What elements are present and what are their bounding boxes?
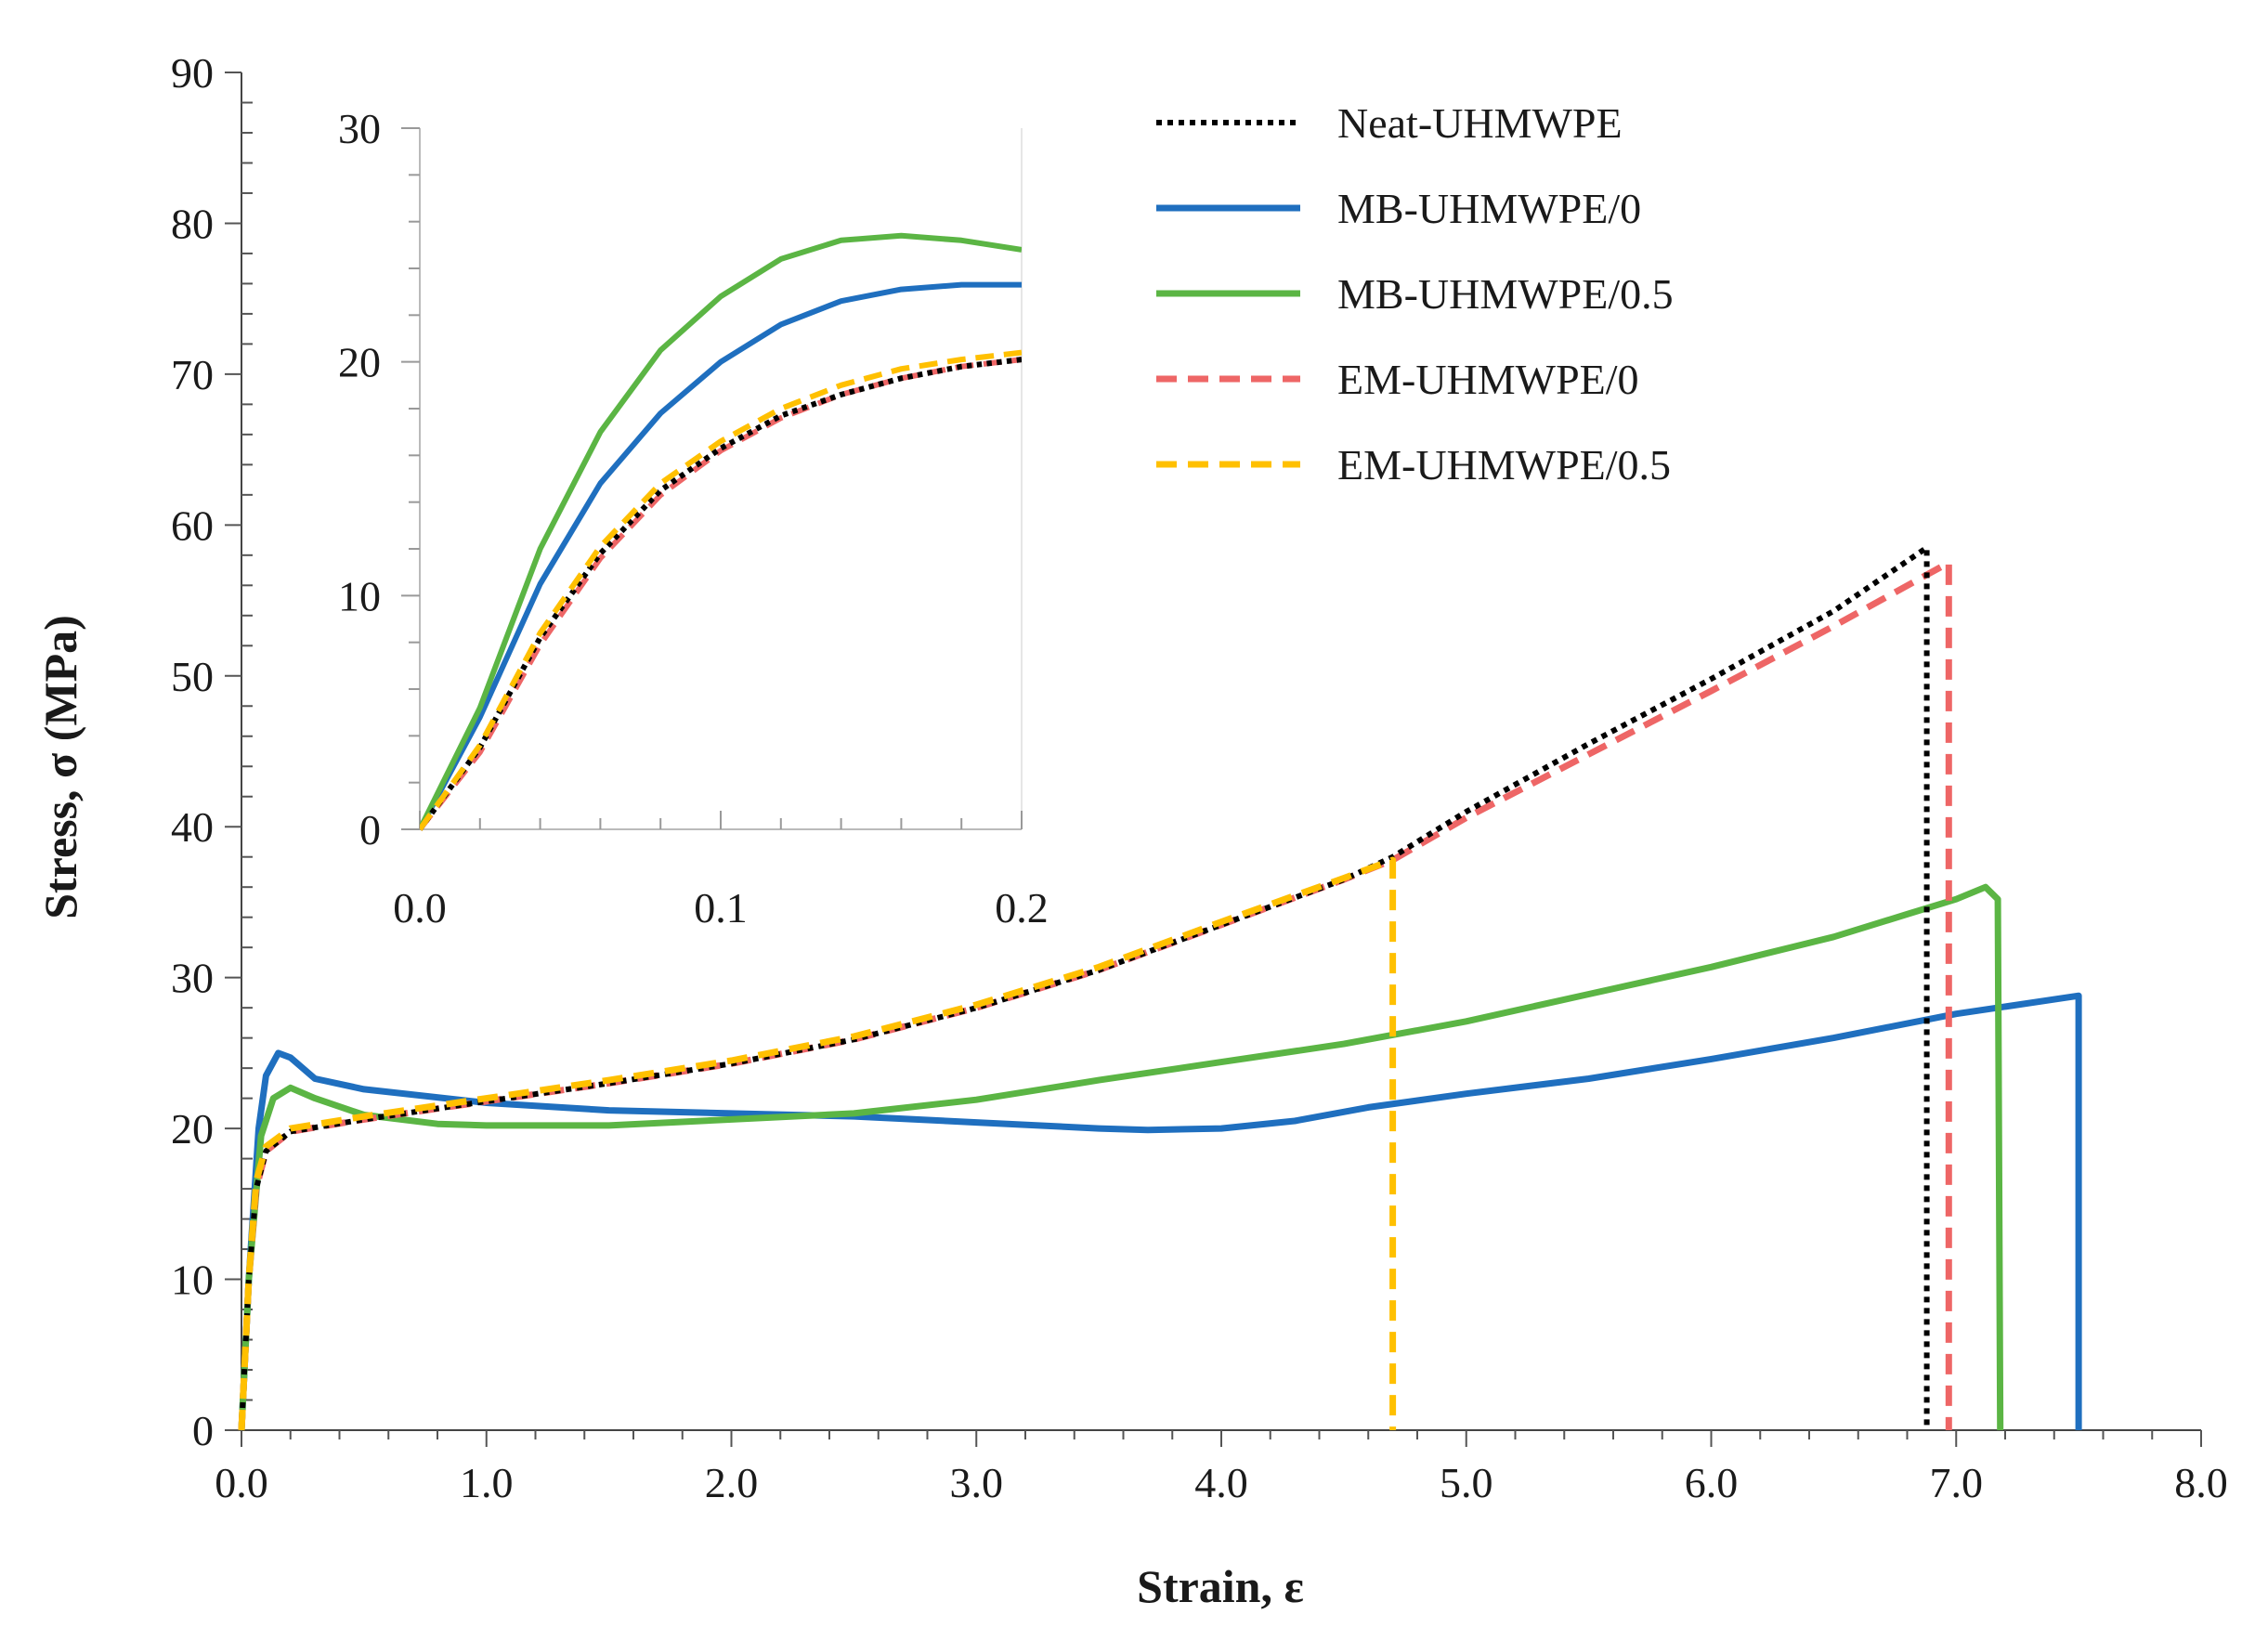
main-series-line-mb-uhmwpe-0-5 [238,883,2004,1431]
inset-series-line-mb-uhmwpe-0 [420,281,1022,831]
main-x-tick-label: 6.0 [1685,1459,1739,1506]
main-x-tick-label: 3.0 [950,1459,1004,1506]
legend-label-em-uhmwpe-0: EM-UHMWPE/0 [1337,356,1639,403]
main-x-tick-label: 2.0 [705,1459,759,1506]
inset-series-line-em-uhmwpe-0 [420,357,1022,831]
main-series-line-neat-uhmwpe [239,544,1930,1431]
legend: Neat-UHMWPE MB-UHMWPE/0 MB-UHMWPE/0.5 EM-UH… [1156,99,1674,488]
inset-y-tick-label: 10 [338,572,381,619]
main-y-tick-label: 30 [171,955,214,1002]
main-y-tick-label: 0 [192,1407,214,1454]
x-axis-title: Strain, ε [1137,1560,1304,1612]
inset-x-tick-label: 0.2 [995,884,1049,931]
inset-series-line-em-uhmwpe-0-5 [420,349,1022,831]
main-x-tick-label: 5.0 [1440,1459,1493,1506]
main-x-tick-label: 1.0 [460,1459,514,1506]
main-plot: 0 10 20 30 40 50 60 70 80 90 0.0 1.0 2.0 3.0 4.0 5.0 6.0… [171,49,2228,1506]
main-series-line-mb-uhmwpe-0 [238,992,2082,1431]
inset-y-tick-label: 20 [338,339,381,386]
legend-label-mb-uhmwpe-0-5: MB-UHMWPE/0.5 [1337,270,1674,318]
main-x-tick-label: 4.0 [1194,1459,1248,1506]
main-y-tick-label: 50 [171,653,214,700]
main-x-tick-label: 0.0 [215,1459,268,1506]
inset-y-tick-label: 30 [338,105,381,152]
legend-label-neat-uhmwpe: Neat-UHMWPE [1337,99,1623,147]
inset-background [271,91,1059,941]
inset-x-tick-label: 0.1 [694,884,748,931]
main-y-tick-label: 10 [171,1257,214,1304]
main-series-line-em-uhmwpe-0-5 [238,856,1397,1431]
main-y-tick-label: 80 [171,200,214,247]
main-y-tick-label: 70 [171,351,214,398]
main-x-tick-label: 8.0 [2174,1459,2228,1506]
legend-label-em-uhmwpe-0-5: EM-UHMWPE/0.5 [1337,441,1671,488]
legend-label-mb-uhmwpe-0: MB-UHMWPE/0 [1337,185,1641,232]
main-y-tick-label: 20 [171,1105,214,1153]
inset-plot: 0 10 20 30 0.0 0.1 0.2 [271,91,1059,941]
inset-y-tick-label: 0 [359,806,381,853]
main-y-tick-label: 90 [171,49,214,97]
y-axis-title: Stress, σ (MPa) [34,615,86,919]
main-x-tick-label: 7.0 [1930,1459,1984,1506]
inset-x-tick-label: 0.0 [393,884,447,931]
main-y-tick-label: 60 [171,501,214,549]
main-y-tick-label: 40 [171,803,214,851]
inset-series-line-mb-uhmwpe-0-5 [420,232,1022,831]
